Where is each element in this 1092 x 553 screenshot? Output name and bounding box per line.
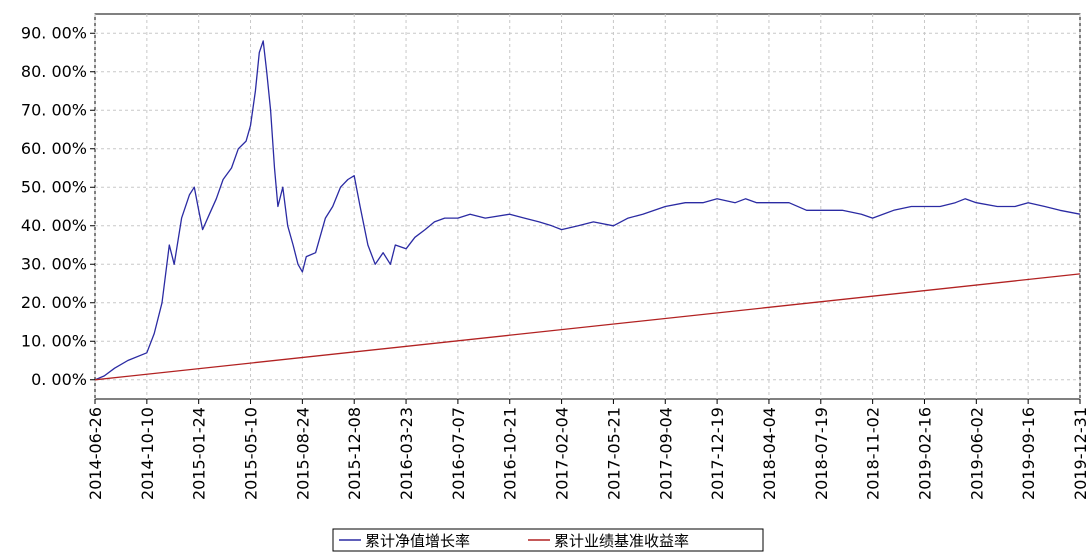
x-tick-label: 2015-01-24 bbox=[190, 407, 209, 500]
x-tick-label: 2019-06-02 bbox=[967, 407, 986, 500]
x-tick-label: 2016-03-23 bbox=[397, 407, 416, 500]
x-tick-label: 2016-10-21 bbox=[501, 407, 520, 500]
x-tick-label: 2018-04-04 bbox=[760, 407, 779, 500]
y-tick-label: 40. 00% bbox=[21, 216, 87, 235]
x-tick-label: 2019-09-16 bbox=[1019, 407, 1038, 500]
x-tick-label: 2018-07-19 bbox=[812, 407, 831, 500]
legend-label-benchmark: 累计业绩基准收益率 bbox=[554, 532, 689, 550]
x-tick-label: 2017-05-21 bbox=[604, 407, 623, 500]
y-tick-label: 30. 00% bbox=[21, 254, 87, 273]
y-tick-label: 20. 00% bbox=[21, 293, 87, 312]
x-tick-label: 2019-02-16 bbox=[915, 407, 934, 500]
x-tick-label: 2014-10-10 bbox=[138, 407, 157, 500]
x-tick-label: 2017-02-04 bbox=[553, 407, 572, 500]
y-tick-label: 0. 00% bbox=[31, 370, 87, 389]
y-tick-label: 60. 00% bbox=[21, 139, 87, 158]
y-tick-label: 70. 00% bbox=[21, 100, 87, 119]
x-tick-label: 2016-07-07 bbox=[449, 407, 468, 500]
x-tick-label: 2015-12-08 bbox=[345, 407, 364, 500]
x-tick-label: 2018-11-02 bbox=[864, 407, 883, 500]
y-axis-ticks: 0. 00% 10. 00% 20. 00% 30. 00% 40. 00% 50. 00… bbox=[21, 23, 95, 389]
series-line-benchmark bbox=[94, 273, 1081, 381]
series-lines bbox=[94, 40, 1081, 381]
grid-lines bbox=[94, 14, 1081, 399]
x-axis-ticks: 2014-06-26 2014-10-10 2015-01-24 2015-05-10… bbox=[86, 399, 1090, 500]
x-tick-label: 2017-09-04 bbox=[656, 407, 675, 500]
y-tick-label: 50. 00% bbox=[21, 177, 87, 196]
y-tick-label: 10. 00% bbox=[21, 331, 87, 350]
x-tick-label: 2015-05-10 bbox=[242, 407, 261, 500]
legend: 累计净值增长率 累计业绩基准收益率 bbox=[332, 528, 764, 552]
x-tick-label: 2019-12-31 bbox=[1071, 407, 1090, 500]
y-tick-label: 90. 00% bbox=[21, 23, 87, 42]
series-line-nav bbox=[94, 40, 1081, 381]
x-tick-label: 2014-06-26 bbox=[86, 407, 105, 500]
x-tick-label: 2015-08-24 bbox=[293, 407, 312, 500]
legend-label-nav: 累计净值增长率 bbox=[365, 532, 470, 550]
y-tick-label: 80. 00% bbox=[21, 62, 87, 81]
x-tick-label: 2017-12-19 bbox=[708, 407, 727, 500]
